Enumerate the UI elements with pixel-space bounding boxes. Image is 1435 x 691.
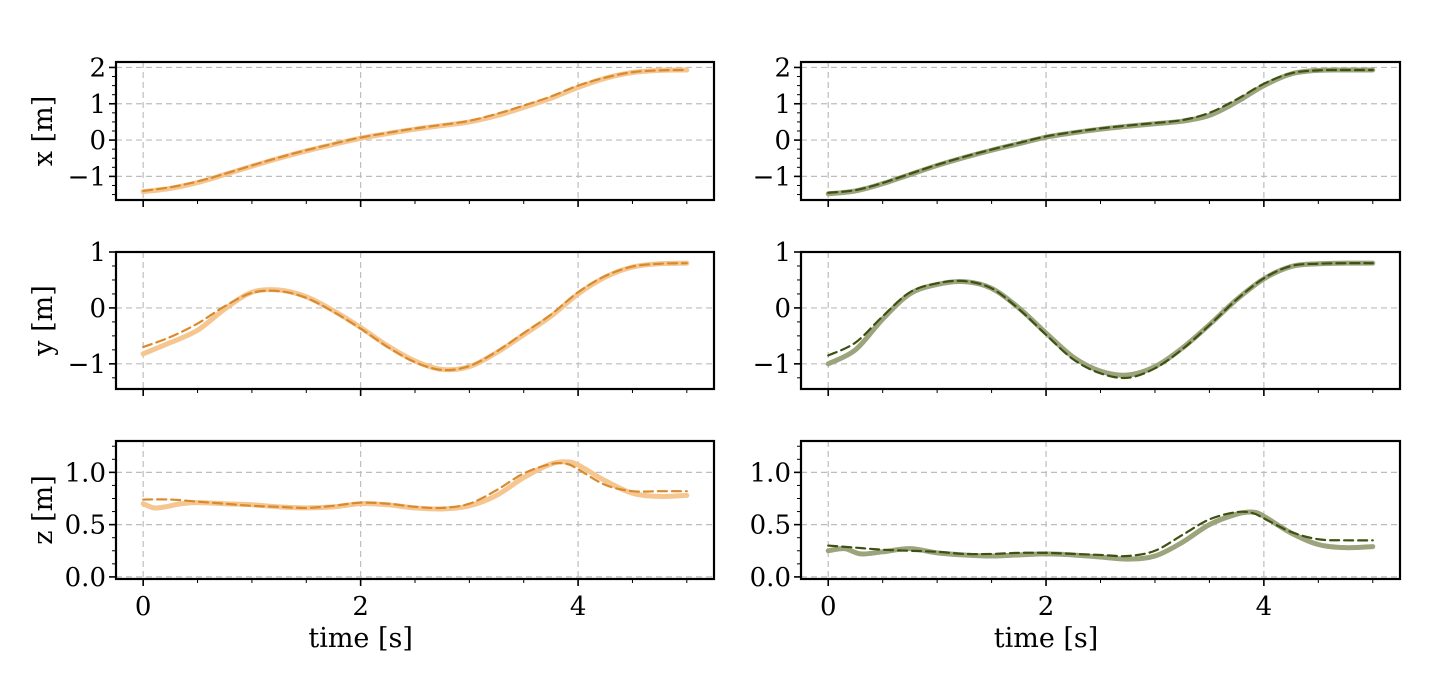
x-tick-label: 4 xyxy=(1256,592,1273,622)
subplot-r0-c0: −1 0 1 2 x [m] xyxy=(28,53,716,207)
y-tick-label: 0 xyxy=(89,126,106,156)
y-tick-label: 0.0 xyxy=(65,563,106,593)
subplot-r2-c1: 0 2 4 0.0 0.5 1.0 time [s] xyxy=(750,439,1402,654)
reference-line xyxy=(827,262,1374,380)
axes-frame xyxy=(799,250,1402,391)
x-axis-label: time [s] xyxy=(308,623,413,654)
x-tick-label: 0 xyxy=(820,592,837,622)
reference-line xyxy=(827,68,1374,194)
y-tick-label: 1 xyxy=(89,90,106,120)
x-tick-label: 4 xyxy=(570,592,587,622)
y-tick-label: 1 xyxy=(774,238,791,268)
y-tick-label: 0.5 xyxy=(65,511,106,541)
reference-line xyxy=(827,510,1374,558)
x-axis-label: time [s] xyxy=(994,623,1099,654)
y-tick-label: −1 xyxy=(753,162,791,192)
reference-line xyxy=(142,262,688,372)
y-tick-label: 1 xyxy=(89,238,106,268)
y-tick-label: 0 xyxy=(89,294,106,324)
y-tick-label: 0.5 xyxy=(750,511,791,541)
y-tick-label: 2 xyxy=(774,53,791,83)
y-tick-label: 0 xyxy=(774,294,791,324)
reference-line xyxy=(142,68,688,193)
actual-line xyxy=(825,509,1376,562)
y-tick-label: 1 xyxy=(774,90,791,120)
subplot-r1-c1: −1 0 1 xyxy=(753,238,1402,396)
y-tick-label: 0 xyxy=(774,126,791,156)
axes-frame xyxy=(114,250,716,391)
reference-line xyxy=(142,461,688,510)
actual-line xyxy=(140,260,690,373)
x-tick-label: 2 xyxy=(1038,592,1055,622)
y-tick-label: 0.0 xyxy=(750,563,791,593)
y-tick-label: −1 xyxy=(753,350,791,380)
y-axis-label: z [m] xyxy=(28,475,59,544)
y-tick-label: 1.0 xyxy=(750,458,791,488)
y-tick-label: 1.0 xyxy=(65,458,106,488)
subplot-r2-c0: 0 2 4 0.0 0.5 1.0z [m] time [s] xyxy=(28,439,716,654)
x-tick-label: 0 xyxy=(135,592,152,622)
subplot-r1-c0: −1 0 1 y [m] xyxy=(28,238,716,396)
x-tick-label: 2 xyxy=(352,592,369,622)
y-axis-label: y [m] xyxy=(28,285,59,357)
y-tick-label: −1 xyxy=(68,350,106,380)
y-tick-label: −1 xyxy=(68,162,106,192)
subplot-r0-c1: −1 0 1 2 xyxy=(753,53,1402,207)
actual-line xyxy=(825,67,1376,197)
y-tick-label: 2 xyxy=(89,53,106,83)
actual-line xyxy=(825,260,1376,378)
y-axis-label: x [m] xyxy=(28,96,59,166)
